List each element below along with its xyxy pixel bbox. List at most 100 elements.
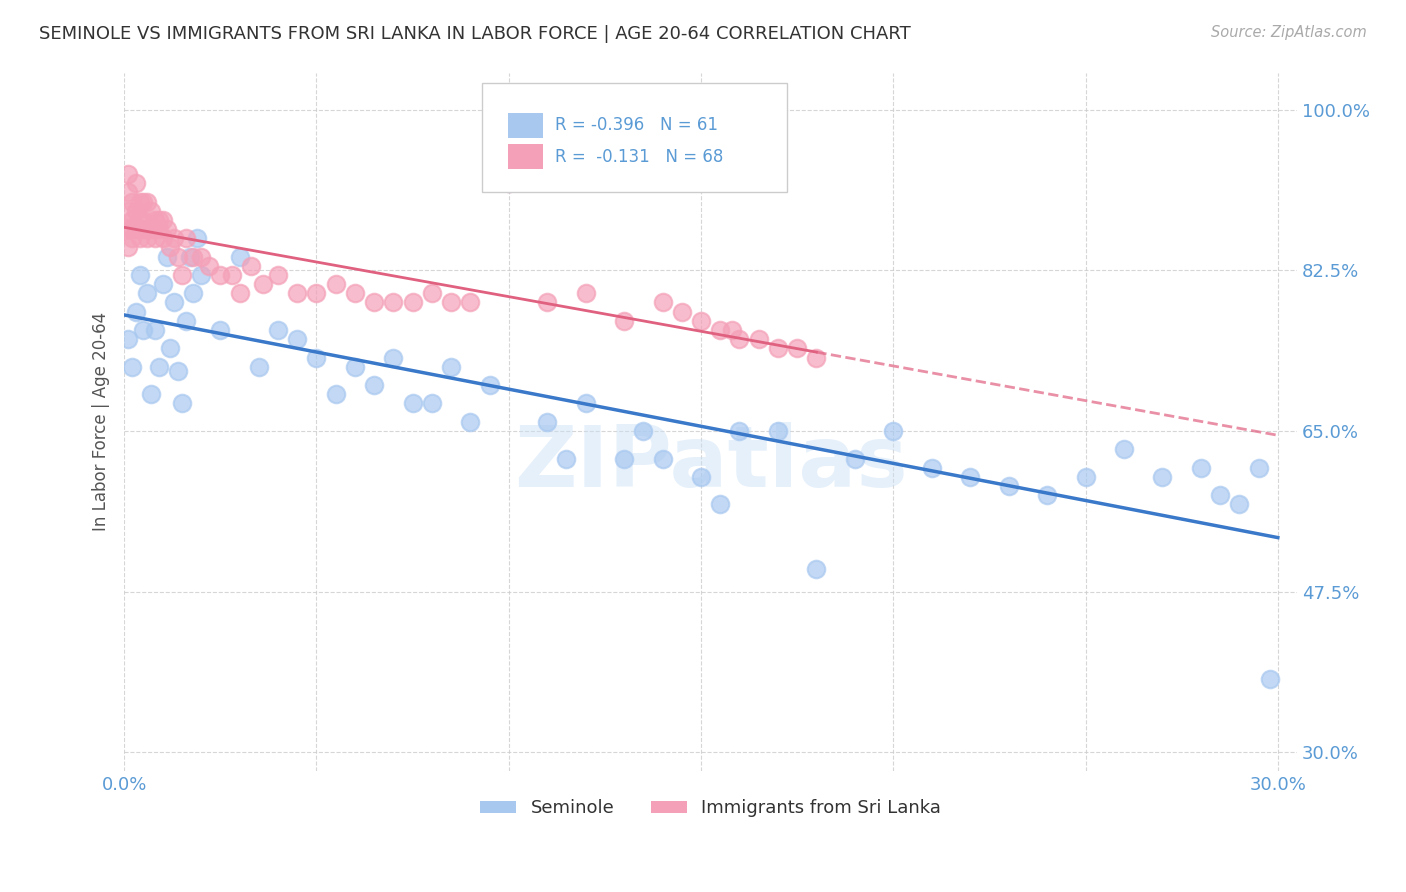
Point [786,342,808,356]
Point [748,332,770,346]
Point [1112,442,1135,457]
Point [555,451,578,466]
Point [285,332,308,346]
Point [343,359,366,374]
Point [163,231,186,245]
Point [1227,498,1250,512]
Point [155,222,177,236]
Point [844,451,866,466]
Point [766,342,789,356]
Point [343,286,366,301]
Point [420,286,443,301]
Point [633,424,655,438]
Point [575,396,598,410]
Point [1189,460,1212,475]
Point [186,231,208,245]
Point [128,194,150,209]
Point [305,286,328,301]
Text: ZIPatlas: ZIPatlas [513,422,907,505]
Point [1247,460,1270,475]
Point [117,332,139,346]
Point [121,231,143,245]
Point [155,250,177,264]
Point [179,250,201,264]
Point [401,295,423,310]
FancyBboxPatch shape [482,84,787,192]
Point [117,203,139,218]
FancyBboxPatch shape [508,112,543,138]
Point [536,415,558,429]
Point [143,231,166,245]
Point [806,351,828,365]
Point [121,194,143,209]
Point [325,277,347,292]
Point [363,378,385,392]
Point [190,268,212,282]
Point [152,231,174,245]
Point [690,470,713,484]
Point [132,194,155,209]
Point [240,259,263,273]
Point [1152,470,1174,484]
Point [125,222,148,236]
Point [163,295,186,310]
Point [128,231,150,245]
Point [148,222,170,236]
Point [458,295,481,310]
Point [148,359,170,374]
Point [125,203,148,218]
Point [478,378,501,392]
Point [806,562,828,576]
Point [382,295,405,310]
Point [1258,672,1281,686]
Point [921,460,943,475]
Point [536,295,558,310]
Point [159,240,181,254]
Point [190,250,212,264]
Point [117,186,139,200]
Point [728,332,751,346]
Point [139,222,162,236]
Point [221,268,243,282]
Legend: Seminole, Immigrants from Sri Lanka: Seminole, Immigrants from Sri Lanka [472,792,948,824]
Point [228,250,250,264]
Point [159,342,181,356]
Point [125,304,148,318]
Point [170,268,193,282]
Point [136,194,159,209]
Text: R =  -0.131   N = 68: R = -0.131 N = 68 [554,148,723,166]
Point [139,387,162,401]
Point [709,323,731,337]
Point [285,286,308,301]
Point [209,323,232,337]
Point [183,286,205,301]
Text: R = -0.396   N = 61: R = -0.396 N = 61 [554,116,717,135]
Point [1074,470,1097,484]
Point [148,212,170,227]
Point [139,203,162,218]
Point [671,304,693,318]
Point [252,277,274,292]
Point [209,268,232,282]
Point [136,286,159,301]
Point [167,364,190,378]
Point [766,424,789,438]
Point [170,396,193,410]
Point [267,323,290,337]
Point [401,396,423,410]
Point [121,222,143,236]
Point [183,250,205,264]
Text: Source: ZipAtlas.com: Source: ZipAtlas.com [1211,25,1367,40]
Point [651,451,673,466]
Point [174,231,197,245]
Point [363,295,385,310]
Point [613,451,636,466]
Point [167,250,190,264]
Point [1036,488,1059,502]
Point [440,359,463,374]
Point [228,286,250,301]
Point [117,222,139,236]
Point [267,268,290,282]
Point [132,222,155,236]
Point [128,212,150,227]
